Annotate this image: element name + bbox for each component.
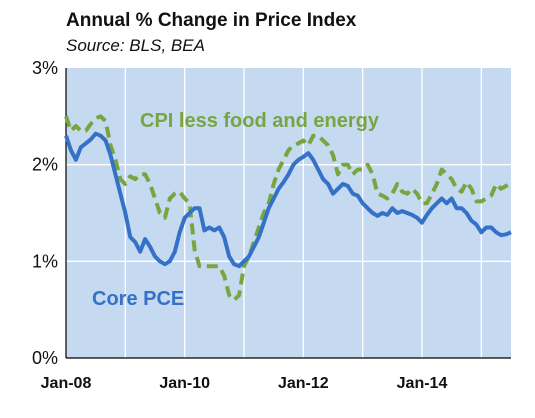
x-tick-labels: Jan-08 Jan-10 Jan-12 Jan-14 — [41, 375, 448, 392]
x-tick-label: Jan-14 — [397, 375, 448, 392]
x-tick-label: Jan-10 — [159, 375, 210, 392]
series-label-cpi: CPI less food and energy — [140, 110, 380, 132]
y-tick-label: 0% — [32, 348, 58, 368]
series-layer — [64, 114, 512, 302]
gridlines — [66, 68, 511, 358]
y-tick-labels: 0% 1% 2% 3% — [32, 58, 58, 368]
y-tick-label: 2% — [32, 155, 58, 175]
chart-title: Annual % Change in Price Index — [66, 10, 357, 31]
y-tick-label: 1% — [32, 251, 58, 271]
series-line-core-pce — [64, 131, 512, 269]
series-line-cpi — [64, 114, 512, 302]
series-label-core-pce: Core PCE — [92, 288, 184, 310]
chart-subtitle: Source: BLS, BEA — [66, 36, 205, 55]
y-tick-label: 3% — [32, 58, 58, 78]
x-tick-label: Jan-12 — [278, 375, 329, 392]
plot-area — [66, 68, 511, 358]
x-tick-label: Jan-08 — [41, 375, 92, 392]
